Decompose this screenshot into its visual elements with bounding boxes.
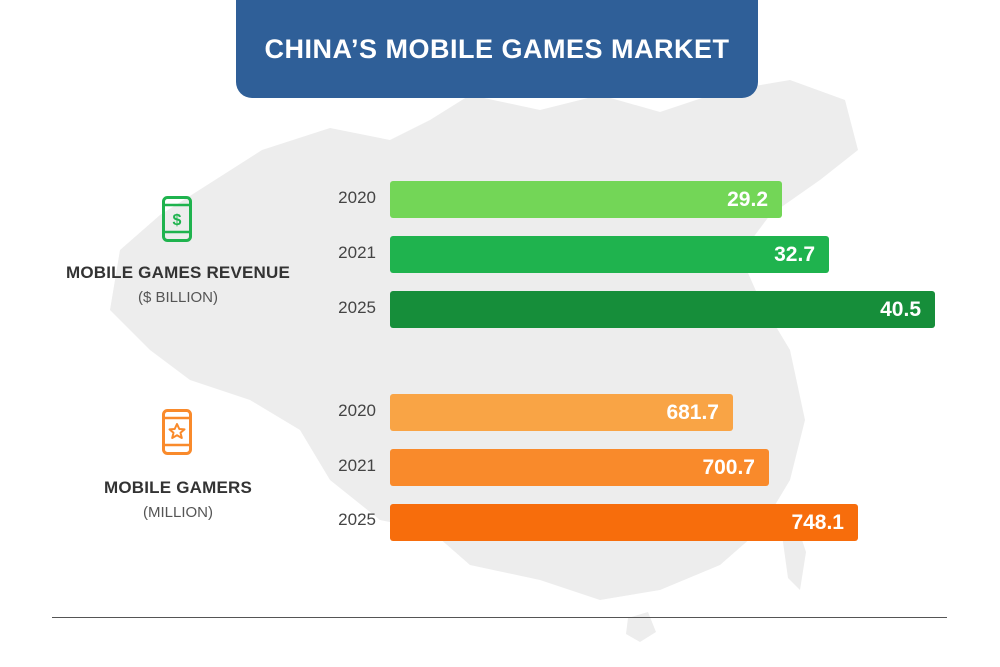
chart-title: CHINA’S MOBILE GAMES MARKET — [264, 33, 730, 64]
title-banner: CHINA’S MOBILE GAMES MARKET — [236, 0, 758, 98]
bar-gamers-2021: 700.7 — [390, 449, 769, 486]
year-label-gamers-2020: 2020 — [338, 401, 376, 420]
bar-value-label: 32.7 — [774, 242, 815, 266]
revenue-title: MOBILE GAMES REVENUE — [65, 263, 291, 282]
gamers-title: MOBILE GAMERS — [103, 478, 253, 497]
revenue-label: MOBILE GAMES REVENUE ($ BILLION) — [60, 263, 296, 306]
mobile-star-icon — [162, 409, 192, 455]
bottom-divider — [52, 617, 947, 618]
bar-value-label: 748.1 — [791, 510, 844, 534]
bar-gamers-2020: 681.7 — [390, 394, 733, 431]
bar-revenue-2020: 29.2 — [390, 181, 782, 218]
revenue-unit: ($ BILLION) — [137, 289, 219, 306]
gamers-label: MOBILE GAMERS (MILLION) — [60, 478, 296, 521]
year-label-revenue-2020: 2020 — [338, 188, 376, 207]
bar-value-label: 681.7 — [666, 400, 719, 424]
year-label-revenue-2025: 2025 — [338, 298, 376, 317]
bar-revenue-2025: 40.5 — [390, 291, 935, 328]
mobile-dollar-icon: $ — [162, 196, 192, 242]
bar-gamers-2025: 748.1 — [390, 504, 858, 541]
svg-text:$: $ — [173, 212, 182, 229]
bar-value-label: 29.2 — [727, 187, 768, 211]
year-label-revenue-2021: 2021 — [338, 243, 376, 262]
bar-value-label: 700.7 — [702, 455, 755, 479]
gamers-unit: (MILLION) — [142, 504, 213, 521]
bar-revenue-2021: 32.7 — [390, 236, 829, 273]
year-label-gamers-2025: 2025 — [338, 510, 376, 529]
year-label-gamers-2021: 2021 — [338, 456, 376, 475]
bar-value-label: 40.5 — [880, 297, 921, 321]
